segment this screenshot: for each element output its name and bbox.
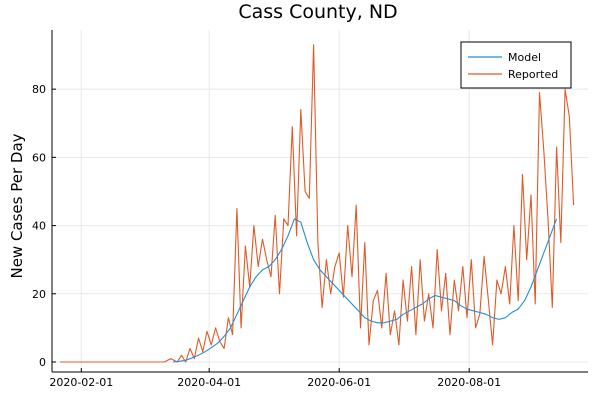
y-tick-label: 60	[32, 151, 46, 164]
x-tick-labels: 2020-02-01 2020-04-01 2020-06-01 2020-08-01	[49, 376, 501, 389]
x-tick-label: 2020-06-01	[307, 376, 371, 389]
plot-area	[60, 44, 575, 363]
y-tick-label: 0	[39, 356, 46, 369]
y-axis-label: New Cases Per Day	[8, 133, 26, 278]
chart-title: Cass County, ND	[238, 1, 397, 23]
legend: Model Reported	[460, 41, 572, 89]
x-tick-label: 2020-02-01	[49, 376, 113, 389]
axes	[51, 30, 588, 373]
series-line-model	[172, 218, 558, 363]
series-line-reported	[60, 44, 575, 363]
legend-label-model: Model	[508, 51, 541, 64]
y-tick-label: 20	[32, 288, 46, 301]
y-tick-label: 40	[32, 220, 46, 233]
legend-label-reported: Reported	[508, 68, 558, 81]
x-tick-label: 2020-08-01	[437, 376, 501, 389]
y-tick-label: 80	[32, 83, 46, 96]
legend-box	[460, 41, 572, 89]
y-tick-labels: 0 20 40 60 80	[32, 83, 46, 369]
x-tick-label: 2020-04-01	[177, 376, 241, 389]
